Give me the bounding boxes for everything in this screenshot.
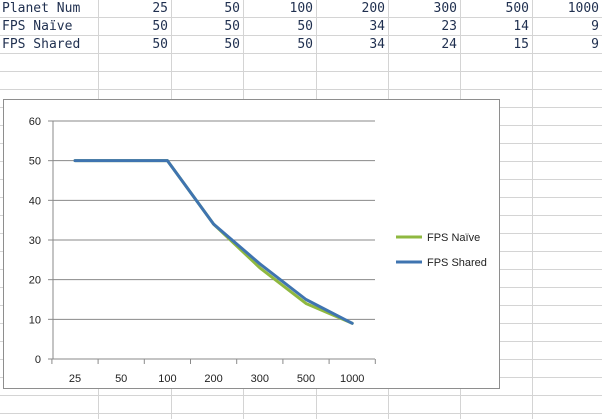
cell[interactable]: 34	[369, 19, 385, 34]
row-gridline	[0, 35, 602, 36]
row-gridline	[0, 53, 602, 54]
cell[interactable]: 1000	[567, 1, 599, 16]
cell[interactable]: 14	[513, 19, 529, 34]
cell[interactable]: 100	[289, 1, 313, 16]
cell[interactable]: 50	[152, 19, 168, 34]
cell[interactable]: 50	[224, 19, 240, 34]
embedded-line-chart[interactable]: 0 10 20 30 40 50 60 25 50 100 200 300 500 1000 FPS Naï…	[3, 99, 500, 389]
cell[interactable]: 9	[591, 19, 599, 34]
y-tick-label: 30	[29, 235, 41, 247]
x-tick-label: 300	[251, 373, 269, 385]
y-tick-label: 60	[29, 116, 41, 128]
y-tick-label: 20	[29, 275, 41, 287]
x-tick-label: 25	[69, 373, 81, 385]
chart-canvas: 0 10 20 30 40 50 60 25 50 100 200 300 500 1000 FPS Naï…	[29, 116, 487, 385]
cell[interactable]: 50	[297, 19, 313, 34]
row-gridline	[0, 395, 602, 396]
row-label-fps-shared[interactable]: FPS Shared	[2, 37, 81, 52]
x-tick-label: 200	[204, 373, 222, 385]
cell[interactable]: 50	[297, 37, 313, 52]
y-tick-label: 0	[35, 354, 41, 366]
row-gridline	[0, 413, 602, 414]
column-gridline	[532, 0, 533, 419]
y-tick-label: 50	[29, 156, 41, 168]
cell[interactable]: 34	[369, 37, 385, 52]
legend-label: FPS Shared	[427, 257, 487, 269]
y-tick-label: 10	[29, 314, 41, 326]
x-tick-label: 50	[115, 373, 127, 385]
cell[interactable]: 15	[513, 37, 529, 52]
cell[interactable]: 50	[224, 1, 240, 16]
row-gridline	[0, 17, 602, 18]
row-gridline	[0, 71, 602, 72]
cell[interactable]: 300	[433, 1, 457, 16]
legend-label: FPS Naïve	[427, 232, 480, 244]
series-line	[73, 159, 354, 325]
cell[interactable]: 24	[441, 37, 457, 52]
cell[interactable]: 9	[591, 37, 599, 52]
cell[interactable]: 25	[152, 1, 168, 16]
x-tick-label: 1000	[340, 373, 364, 385]
x-tick-label: 500	[297, 373, 315, 385]
row-label-fps-naive[interactable]: FPS Naïve	[2, 19, 73, 34]
cell[interactable]: 50	[152, 37, 168, 52]
cell[interactable]: 200	[361, 1, 385, 16]
row-label-planet-num[interactable]: Planet Num	[2, 1, 81, 16]
cell[interactable]: 50	[224, 37, 240, 52]
x-tick-label: 100	[158, 373, 176, 385]
y-tick-label: 40	[29, 195, 41, 207]
cell[interactable]: 23	[441, 19, 457, 34]
series-line	[73, 159, 354, 325]
cell[interactable]: 500	[505, 1, 529, 16]
row-gridline	[0, 89, 602, 90]
